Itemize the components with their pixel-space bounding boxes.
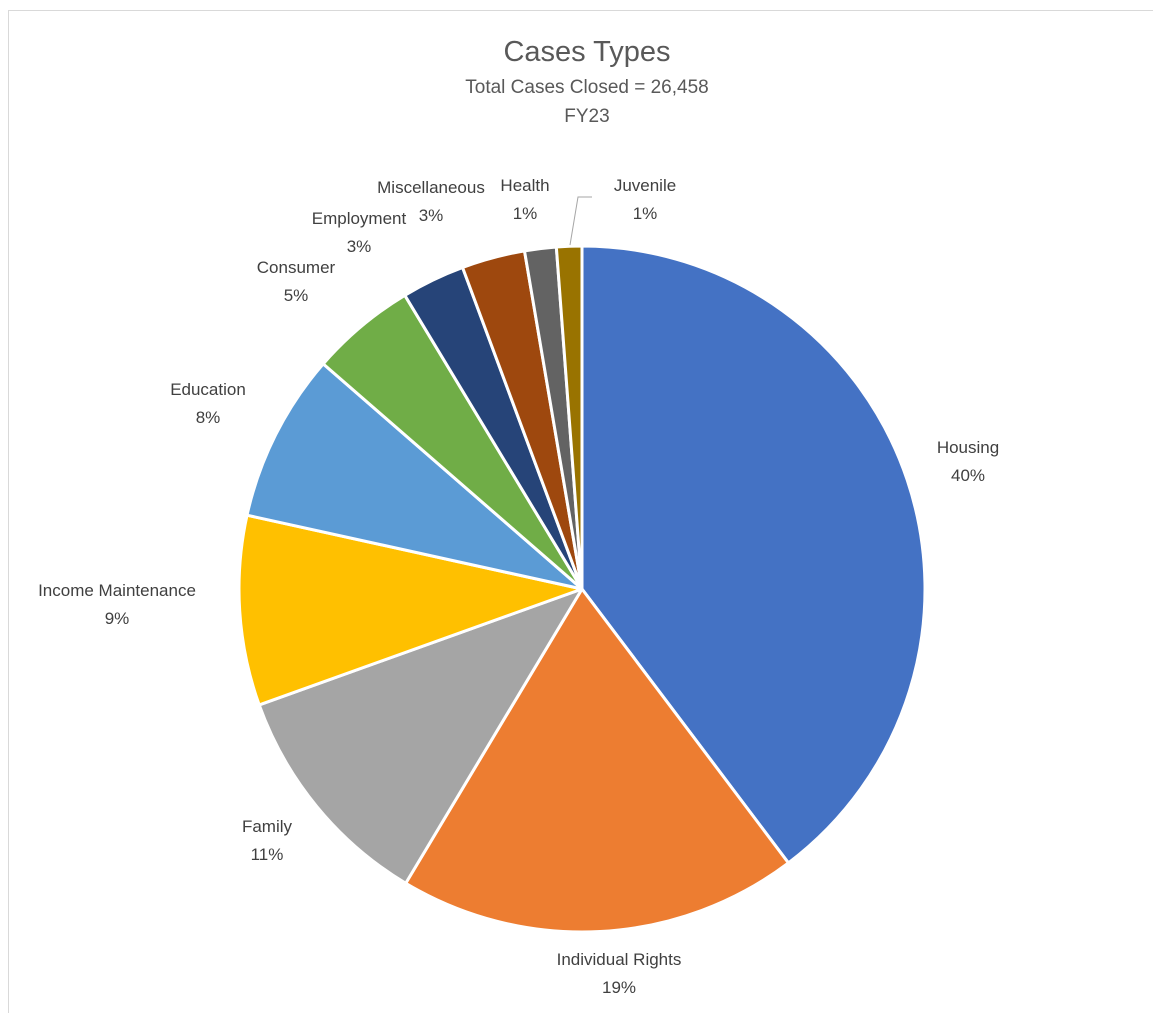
data-label-category: Family [242, 817, 293, 836]
data-label-percent: 1% [513, 204, 538, 223]
data-label-percent: 11% [251, 845, 284, 864]
chart-subtitle-line-1: Total Cases Closed = 26,458 [465, 77, 708, 98]
leader-line-juvenile [569, 196, 592, 246]
data-label-percent: 3% [347, 237, 372, 256]
pie-slice-individual-rights [404, 587, 790, 934]
pie-slices [237, 244, 927, 934]
data-label-percent: 1% [633, 204, 658, 223]
data-label-percent: 19% [602, 978, 636, 997]
pie-slice-family [257, 587, 584, 885]
data-label-percent: 9% [105, 609, 130, 628]
data-label-percent: 40% [951, 466, 985, 485]
data-label-category: Individual Rights [557, 950, 682, 969]
data-labels: Housing 40% Individual Rights 19% Family 11% I… [38, 176, 999, 997]
data-label-category: Consumer [257, 258, 336, 277]
data-label-percent: 8% [196, 408, 221, 427]
data-label-category: Juvenile [614, 176, 676, 195]
pie-slice-education [245, 362, 584, 591]
pie-slice-juvenile [554, 244, 584, 591]
data-label-category: Miscellaneous [377, 178, 485, 197]
data-label-percent: 5% [284, 286, 309, 305]
chart-subtitle-line-2: FY23 [564, 106, 609, 127]
data-label-category: Employment [312, 209, 407, 228]
data-label-percent: 3% [419, 206, 444, 225]
chart-area [8, 10, 1153, 1013]
data-label-category: Income Maintenance [38, 581, 196, 600]
data-label-category: Education [170, 380, 246, 399]
leader-lines [569, 196, 592, 246]
pie-slice-income-maintenance [237, 513, 584, 707]
data-label-category: Housing [937, 438, 999, 457]
pie-slice-housing [580, 244, 927, 865]
chart-title: Cases Types [503, 36, 670, 68]
data-label-category: Health [500, 176, 549, 195]
